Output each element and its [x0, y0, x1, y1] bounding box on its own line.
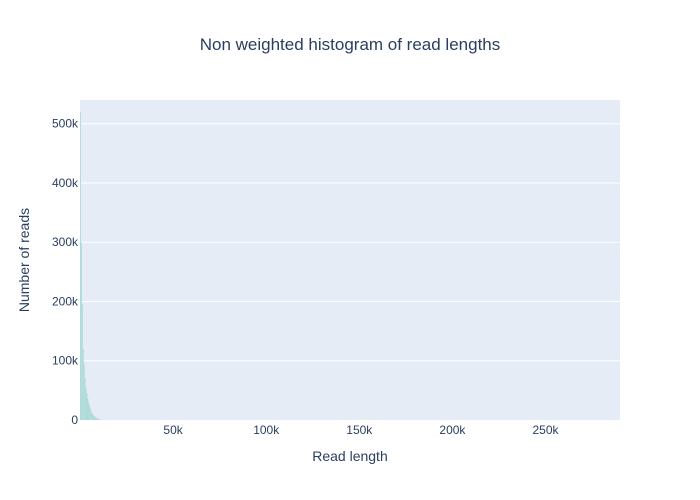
histogram-bar	[89, 406, 91, 420]
chart-title: Non weighted histogram of read lengths	[200, 35, 501, 54]
histogram-bar	[81, 304, 83, 420]
x-tick-label: 50k	[163, 423, 183, 437]
x-tick-label: 250k	[533, 423, 560, 437]
y-tick-label: 500k	[52, 117, 79, 131]
histogram-bar	[98, 419, 100, 420]
histogram-bar	[92, 413, 94, 420]
histogram-bar	[85, 387, 87, 420]
x-tick-label: 100k	[253, 423, 280, 437]
histogram-bar	[86, 393, 88, 420]
histogram-bar	[99, 419, 101, 420]
histogram-bar	[80, 242, 82, 420]
y-tick-label: 100k	[52, 354, 79, 368]
y-tick-label: 300k	[52, 235, 79, 249]
plot-background	[80, 100, 620, 420]
x-tick-labels: 50k 100k 150k 200k 250k	[163, 423, 559, 437]
histogram-bar	[87, 398, 89, 420]
histogram-bar	[96, 418, 98, 420]
x-tick-label: 200k	[439, 423, 466, 437]
histogram-bar	[83, 363, 85, 420]
histogram-bars	[80, 111, 102, 420]
histogram-bar	[82, 348, 84, 420]
histogram-bar	[88, 402, 90, 420]
histogram-bar	[84, 378, 86, 420]
histogram-bar	[93, 414, 94, 420]
gridlines	[80, 123, 620, 362]
histogram-bar	[94, 417, 96, 420]
y-tick-label: 400k	[52, 176, 79, 190]
x-axis-title: Read length	[312, 448, 388, 464]
y-tick-label: 0	[71, 413, 78, 427]
y-axis-title: Number of reads	[16, 208, 32, 312]
histogram-bar	[80, 111, 81, 420]
histogram-bar	[97, 418, 99, 420]
y-tick-labels: 0 100k 200k 300k 400k 500k	[52, 117, 79, 427]
histogram-bar	[93, 416, 95, 420]
histogram-bar	[90, 409, 92, 420]
histogram-bar	[91, 411, 93, 420]
x-tick-label: 150k	[346, 423, 373, 437]
y-tick-label: 200k	[52, 294, 79, 308]
histogram-bar	[95, 417, 97, 420]
